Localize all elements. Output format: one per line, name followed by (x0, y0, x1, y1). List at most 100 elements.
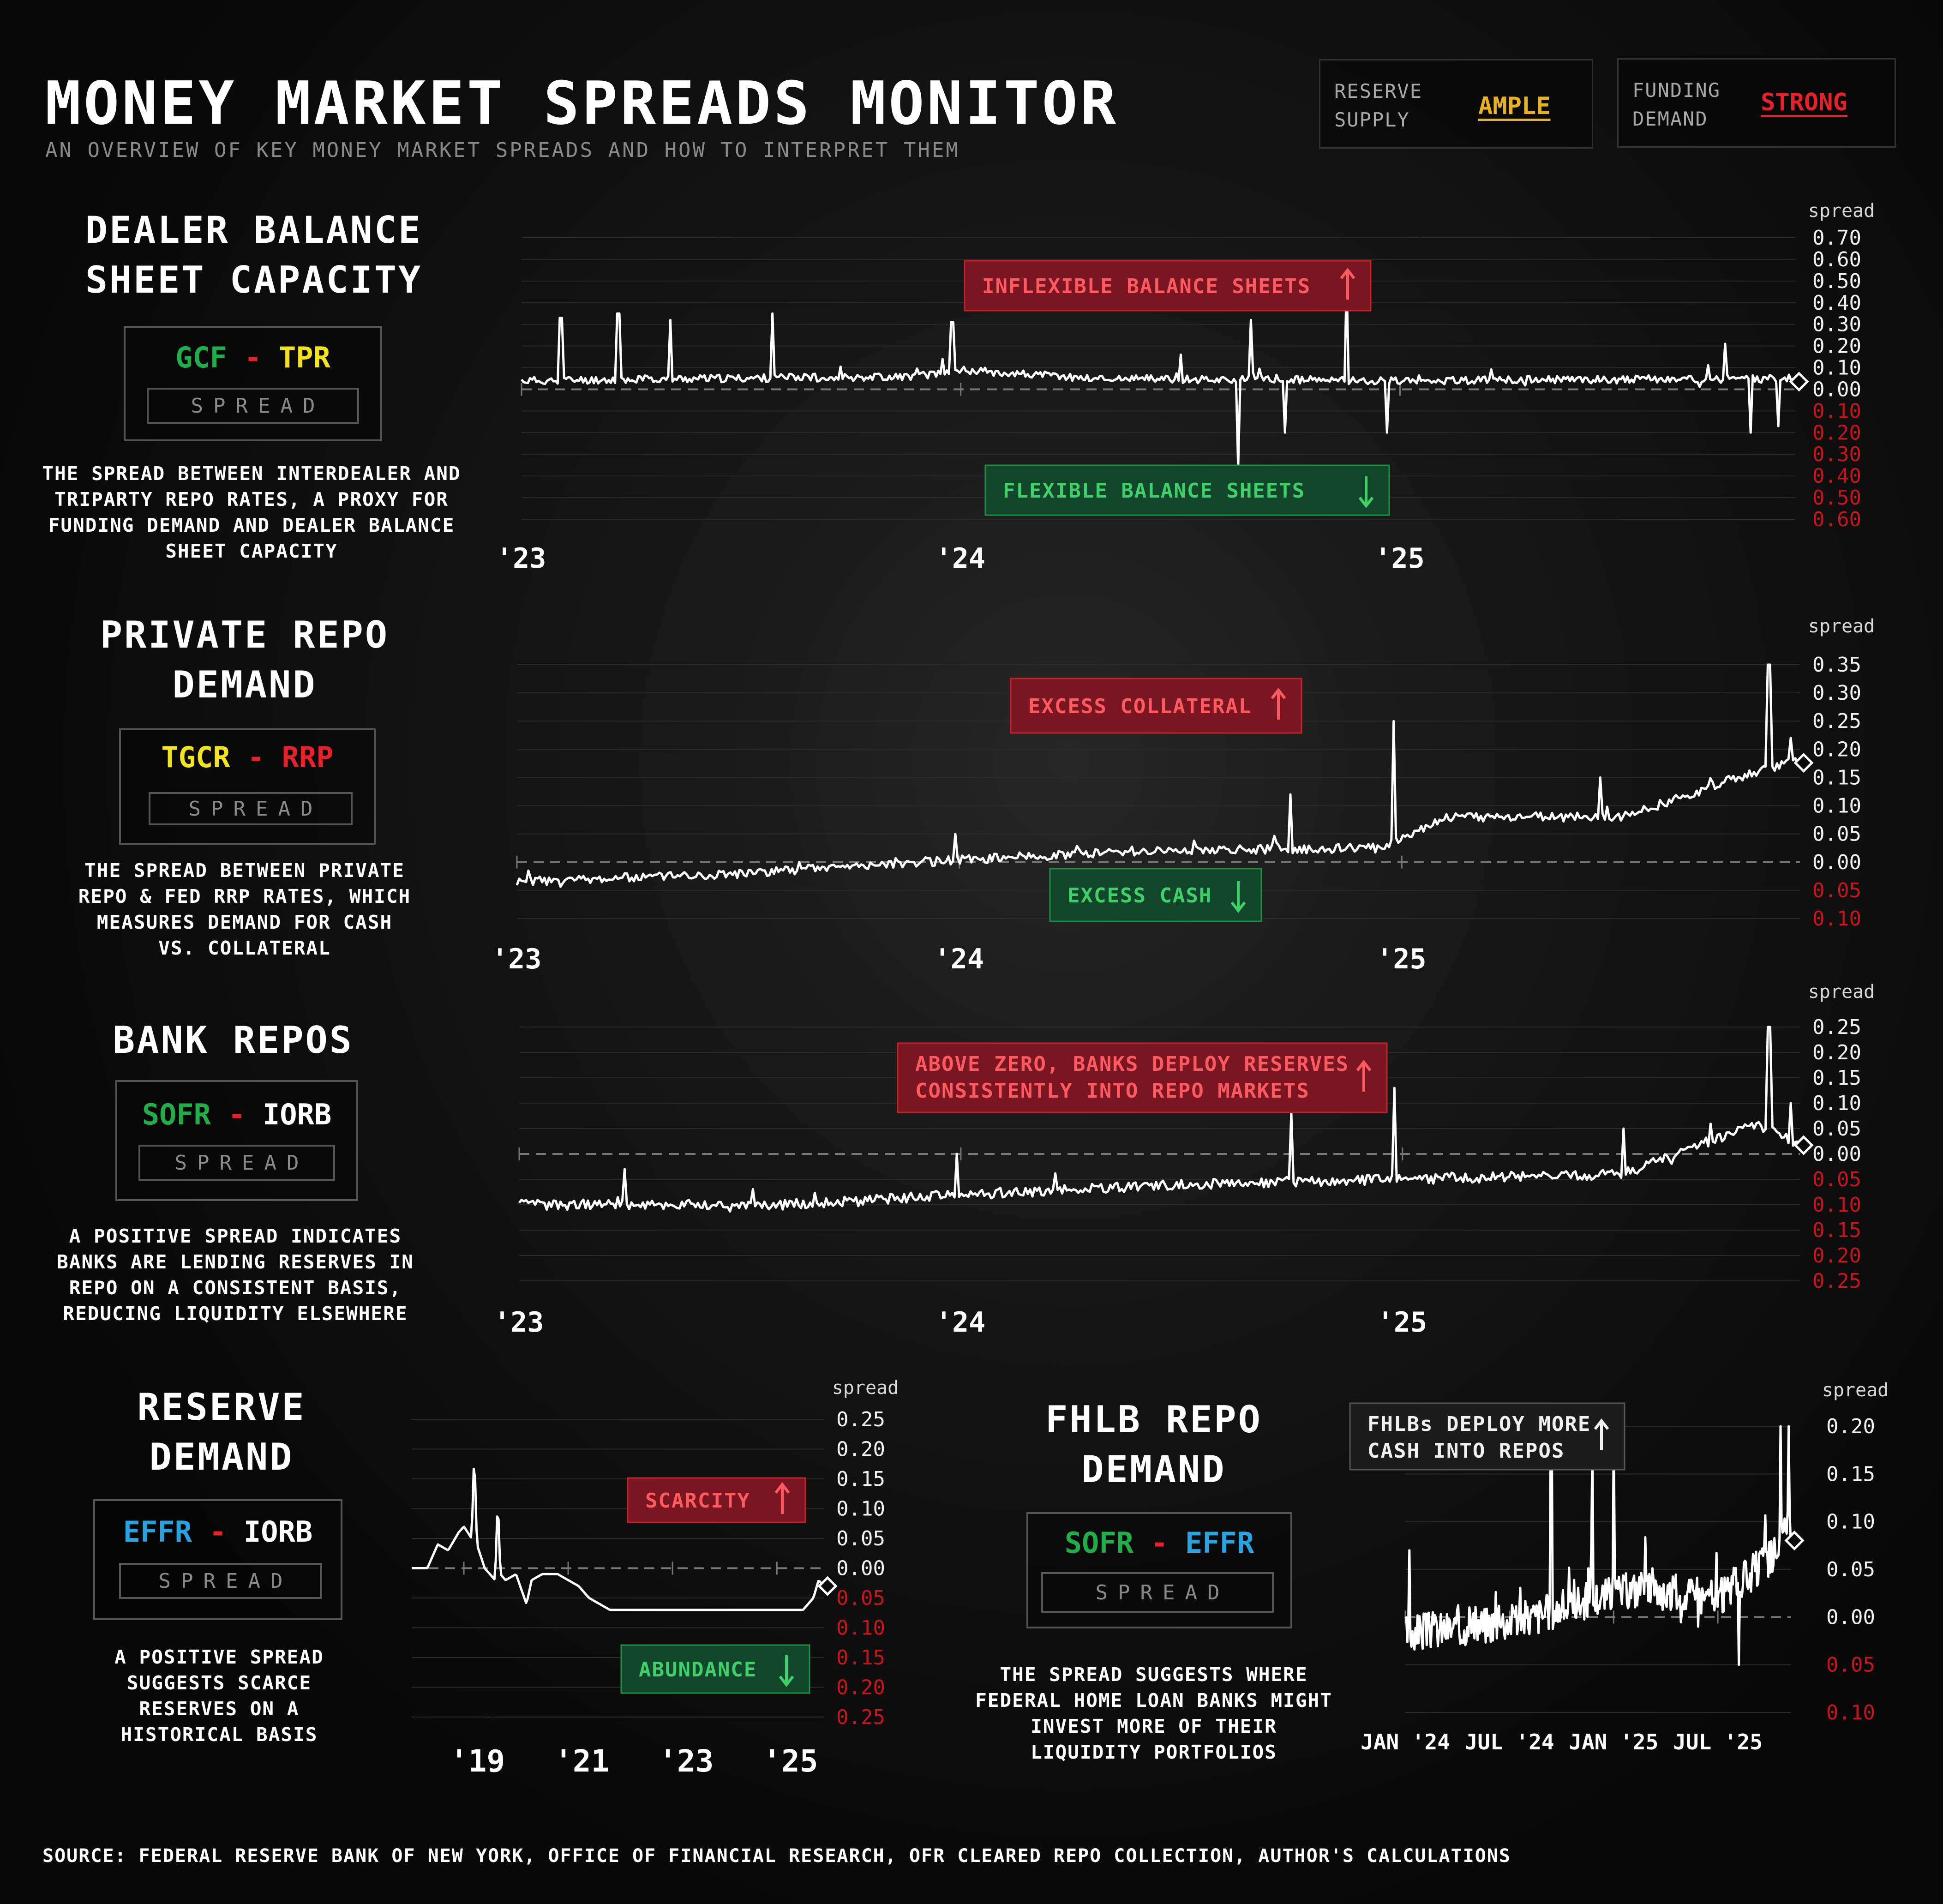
dealer-spread-chart: 0.700.600.500.400.300.200.100.000.100.20… (496, 200, 1875, 575)
y-tick-label: 0.20 (1812, 421, 1861, 444)
y-tick-label: 0.10 (1812, 1092, 1861, 1115)
last-value-marker (1793, 1135, 1814, 1155)
annotation-text: FLEXIBLE BALANCE SHEETS (1003, 479, 1305, 503)
arrow-up-head (1594, 1418, 1609, 1430)
reserve-supply-label: RESERVE SUPPLY (1334, 80, 1423, 131)
y-tick-label: 0.20 (1826, 1415, 1875, 1438)
y-tick-label: 0.05 (1812, 823, 1861, 846)
private-formula-box: TGCR - RRP SPREAD (119, 728, 376, 845)
x-tick-label: '25 (1376, 943, 1426, 975)
annotation-text: EXCESS COLLATERAL (1028, 695, 1252, 718)
y-axis-label: spread (1808, 616, 1875, 637)
x-tick-label: '24 (936, 542, 985, 575)
x-tick-label: '23 (659, 1743, 714, 1779)
series-line (1404, 1425, 1792, 1666)
y-tick-label: 0.05 (1812, 1117, 1861, 1141)
x-tick-label: JUL '24 (1465, 1730, 1554, 1754)
annotation-text: EXCESS CASH (1067, 884, 1212, 907)
annotation-box (1010, 678, 1302, 734)
dealer-formula: GCF - TPR (175, 341, 330, 374)
y-tick-label: 0.15 (1812, 766, 1861, 789)
annotation-text: FHLBs DEPLOY MORE (1367, 1412, 1591, 1436)
fhlb-formula-box: SOFR - EFFR SPREAD (1026, 1512, 1292, 1628)
y-tick-label: 0.50 (1812, 486, 1861, 510)
y-tick-label: 0.15 (1826, 1462, 1875, 1486)
y-tick-label: 0.35 (1812, 653, 1861, 677)
last-value-marker (1789, 372, 1809, 392)
annotation-text: INFLEXIBLE BALANCE SHEETS (982, 275, 1311, 298)
bank-description: A POSITIVE SPREAD INDICATES BANKS ARE LE… (57, 1225, 414, 1325)
y-axis-label: spread (1808, 200, 1875, 222)
y-axis-label: spread (1822, 1380, 1889, 1401)
last-value-marker (1793, 753, 1814, 773)
bank-spread-tag: SPREAD (138, 1145, 335, 1181)
x-tick-label: '25 (763, 1743, 818, 1779)
arrow-down-head (1230, 901, 1246, 913)
bank-formula-box: SOFR - IORB SPREAD (115, 1080, 358, 1201)
arrow-down-head (1358, 497, 1374, 508)
bank-section-title: BANK REPOS (113, 1019, 354, 1062)
source-note: SOURCE: FEDERAL RESERVE BANK OF NEW YORK… (42, 1845, 1511, 1867)
y-tick-label: 0.00 (1812, 1142, 1861, 1166)
y-tick-label: 0.25 (836, 1408, 885, 1431)
y-tick-label: 0.25 (836, 1706, 885, 1729)
funding-demand-label: FUNDING DEMAND (1632, 79, 1721, 130)
y-tick-label: 0.25 (1812, 709, 1861, 733)
y-tick-label: 0.00 (1826, 1605, 1875, 1629)
y-tick-label: 0.25 (1812, 1015, 1861, 1039)
annotation-box (620, 1644, 810, 1694)
y-tick-label: 0.10 (1826, 1510, 1875, 1534)
reserve-spread-tag: SPREAD (119, 1563, 322, 1599)
dealer-description: THE SPREAD BETWEEN INTERDEALER AND TRIPA… (42, 462, 461, 562)
arrow-up-head (774, 1482, 790, 1494)
reserve-supply-indicator: RESERVE SUPPLY AMPLE (1319, 59, 1593, 149)
y-tick-label: 0.05 (1826, 1558, 1875, 1581)
y-tick-label: 0.10 (1812, 399, 1861, 423)
series-line (518, 1026, 1801, 1213)
private-description: THE SPREAD BETWEEN PRIVATE REPO & FED RR… (78, 859, 411, 959)
x-tick-label: JAN '24 (1361, 1730, 1450, 1754)
y-axis-label: spread (1808, 981, 1875, 1003)
y-tick-label: 0.60 (1812, 248, 1861, 271)
annotation-box (627, 1477, 806, 1523)
bank-repo-spread-chart: 0.250.200.150.100.050.000.050.100.150.20… (494, 981, 1875, 1339)
y-tick-label: 0.30 (1812, 313, 1861, 336)
y-tick-label: 0.15 (836, 1467, 885, 1491)
y-tick-label: 0.50 (1812, 270, 1861, 293)
private-spread-tag: SPREAD (149, 792, 353, 825)
y-tick-label: 0.20 (1812, 1041, 1861, 1064)
y-tick-label: 0.60 (1812, 508, 1861, 531)
last-value-marker (1784, 1530, 1805, 1551)
series-line (412, 1467, 825, 1611)
y-tick-label: 0.00 (1812, 378, 1861, 401)
y-tick-label: 0.20 (1812, 738, 1861, 761)
series-line (516, 663, 1801, 888)
y-tick-label: 0.05 (1826, 1653, 1875, 1677)
y-tick-label: 0.10 (836, 1497, 885, 1521)
series-line (521, 280, 1797, 468)
x-tick-label: JUL '25 (1673, 1730, 1763, 1754)
y-tick-label: 0.10 (1812, 356, 1861, 380)
arrow-down-head (779, 1676, 794, 1687)
funding-demand-indicator: FUNDING DEMAND STRONG (1617, 58, 1896, 148)
y-tick-label: 0.25 (1812, 1269, 1861, 1293)
y-tick-label: 0.15 (1812, 1219, 1861, 1242)
y-tick-label: 0.00 (1812, 851, 1861, 874)
y-tick-label: 0.20 (1812, 335, 1861, 358)
y-tick-label: 0.05 (836, 1527, 885, 1550)
y-tick-label: 0.00 (836, 1557, 885, 1580)
fhlb-formula: SOFR - EFFR (1064, 1526, 1254, 1560)
y-tick-label: 0.10 (1812, 794, 1861, 818)
y-tick-label: 0.10 (1826, 1701, 1875, 1724)
reserve-description: A POSITIVE SPREAD SUGGESTS SCARCE RESERV… (114, 1646, 324, 1746)
fhlb-repo-spread-chart: 0.20 0.15 0.10 0.05 0.00 0.05 0.10 spread JAN '2… (1349, 1380, 1889, 1754)
x-tick-label: '24 (934, 943, 984, 975)
x-tick-label: '23 (496, 542, 546, 575)
y-tick-label: 0.20 (836, 1438, 885, 1461)
reserve-supply-value: AMPLE (1478, 92, 1551, 120)
reserve-formula-box: EFFR - IORB SPREAD (93, 1499, 342, 1620)
y-axis-label: spread (832, 1377, 899, 1399)
y-tick-label: 0.15 (1812, 1066, 1861, 1090)
y-tick-label: 0.40 (1812, 464, 1861, 488)
fhlb-description: THE SPREAD SUGGESTS WHERE FEDERAL HOME L… (975, 1664, 1332, 1763)
